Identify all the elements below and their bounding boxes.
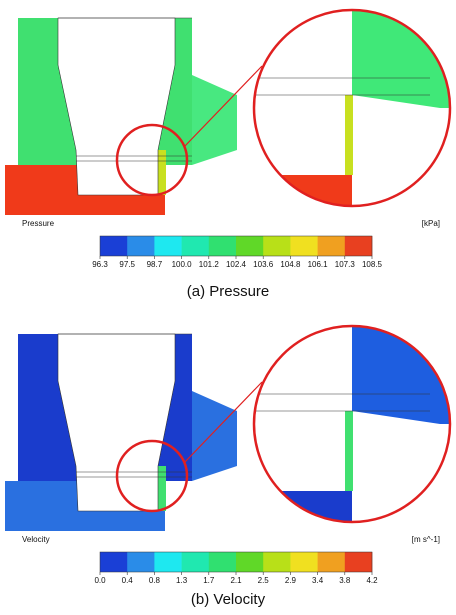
colorbar-label: 104.8 xyxy=(280,260,301,269)
colorbar-segment xyxy=(263,552,291,572)
colorbar-segment xyxy=(100,236,128,256)
colorbar-segment xyxy=(127,552,155,572)
colorbar-segment xyxy=(127,236,155,256)
colorbar-label: 1.3 xyxy=(176,576,188,585)
colorbar-label: 1.7 xyxy=(203,576,215,585)
zoom-channel xyxy=(345,411,353,491)
colorbar-label: 3.4 xyxy=(312,576,324,585)
colorbar-label: 96.3 xyxy=(92,260,108,269)
colorbar-segment xyxy=(236,236,264,256)
panel: Pressure [kPa] 96.3 97.5 98.7 100.0 101.2 102.4… xyxy=(5,8,452,300)
zoom xyxy=(254,326,450,522)
colorbar-label: 100.0 xyxy=(172,260,193,269)
caption: (b) Velocity xyxy=(191,591,266,608)
colorbar-segment xyxy=(181,236,210,256)
channel xyxy=(158,466,166,511)
colorbar-segment xyxy=(154,236,182,256)
colorbar-label: 101.2 xyxy=(199,260,220,269)
colorbar-label: 0.4 xyxy=(122,576,134,585)
colorbar-label: 2.9 xyxy=(285,576,297,585)
colorbar-segment xyxy=(344,552,373,572)
colorbar-label: 3.8 xyxy=(339,576,351,585)
caption: (a) Pressure xyxy=(187,283,270,300)
colorbar-label: 107.3 xyxy=(335,260,356,269)
colorbar-segment xyxy=(208,236,237,256)
zoom-connector xyxy=(183,65,263,148)
colorbar-segment xyxy=(100,552,128,572)
zoom-upper xyxy=(352,10,450,108)
zoom-upper xyxy=(352,326,450,424)
colorbar-label: 0.0 xyxy=(94,576,106,585)
zoom xyxy=(254,10,450,206)
zoom-source xyxy=(115,439,189,513)
unit-label: [m s^-1] xyxy=(412,535,440,544)
colorbar-label: 103.6 xyxy=(253,260,274,269)
unit-label: [kPa] xyxy=(422,219,440,228)
colorbar-segment xyxy=(181,552,210,572)
zoom-source xyxy=(115,123,189,197)
colorbar-segment xyxy=(317,236,346,256)
colorbar-label: 106.1 xyxy=(308,260,329,269)
colorbar-segment xyxy=(208,552,237,572)
colorbar-segment xyxy=(290,236,318,256)
colorbar-segment xyxy=(317,552,346,572)
zoom-connector xyxy=(183,381,263,464)
colorbar-segment xyxy=(236,552,264,572)
colorbar-label: 102.4 xyxy=(226,260,247,269)
colorbar-label: 108.5 xyxy=(362,260,383,269)
colorbar-label: 0.8 xyxy=(149,576,161,585)
zoom-ring xyxy=(252,324,452,524)
channel xyxy=(158,150,166,195)
zoom-ring xyxy=(252,8,452,208)
colorbar-segment xyxy=(290,552,318,572)
colorbar-label: 97.5 xyxy=(119,260,135,269)
variable-label: Velocity xyxy=(22,535,50,544)
panel: Velocity [m s^-1] 0.0 0.4 0.8 1.3 1.7 2.1 2.5 2.9… xyxy=(5,324,452,608)
colorbar-segment xyxy=(154,552,182,572)
zoom-channel xyxy=(345,95,353,175)
colorbar-label: 98.7 xyxy=(147,260,163,269)
colorbar-label: 2.5 xyxy=(258,576,270,585)
colorbar-segment xyxy=(263,236,291,256)
wedge-region xyxy=(192,75,237,165)
colorbar-label: 4.2 xyxy=(366,576,378,585)
colorbar-segment xyxy=(344,236,373,256)
wedge-region xyxy=(192,391,237,481)
variable-label: Pressure xyxy=(22,219,55,228)
colorbar-label: 2.1 xyxy=(230,576,242,585)
